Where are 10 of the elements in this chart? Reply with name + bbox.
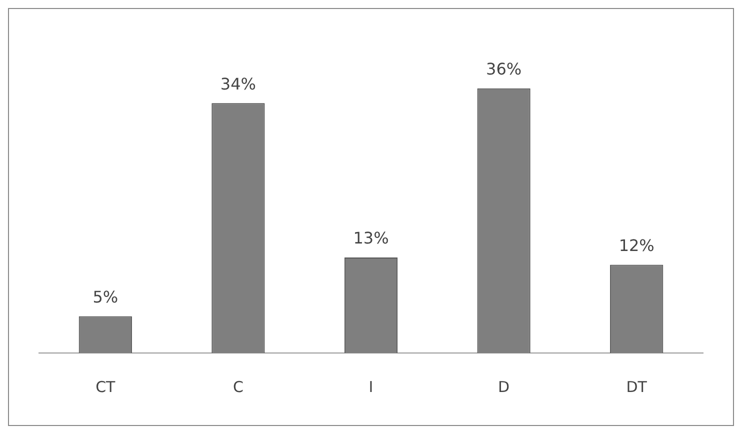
data-label: 5% (92, 287, 118, 306)
x-tick-label: I (368, 378, 374, 396)
data-label: 13% (353, 228, 389, 248)
data-label: 34% (220, 74, 256, 94)
x-tick-label: C (232, 378, 244, 396)
data-label: 12% (618, 236, 654, 255)
x-tick-label: DT (626, 378, 648, 396)
x-tick-label: CT (96, 378, 116, 396)
x-tick-label: D (498, 378, 510, 396)
data-label: 36% (486, 60, 522, 79)
